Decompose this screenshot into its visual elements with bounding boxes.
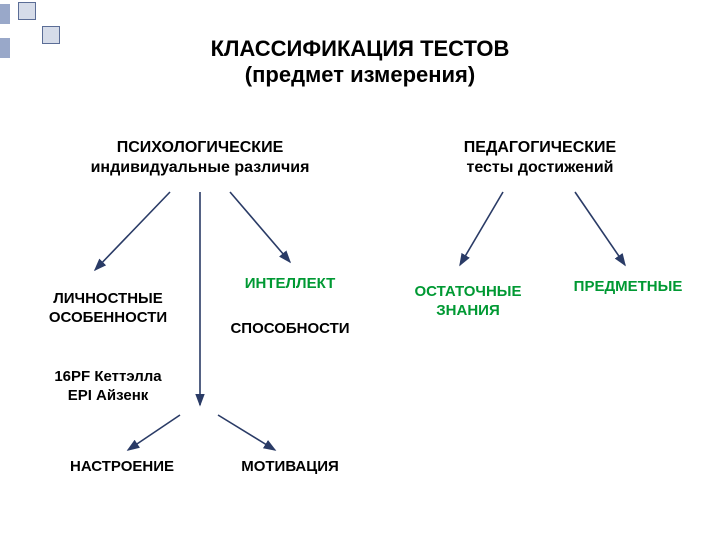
arrow — [230, 192, 290, 262]
node-16pf-epi: 16PF Кеттэлла EPI Айзенк — [0, 368, 228, 406]
arrow — [218, 415, 275, 450]
deco-bar-1 — [0, 4, 10, 24]
node-psychological: ПСИХОЛОГИЧЕСКИЕ индивидуальные различия — [80, 138, 320, 178]
arrow — [128, 415, 180, 450]
arrow — [95, 192, 170, 270]
node-motivation: МОТИВАЦИЯ — [170, 458, 410, 477]
node-subject-tests: ПРЕДМЕТНЫЕ — [508, 278, 720, 297]
slide-title-line1: КЛАССИФИКАЦИЯ ТЕСТОВ — [0, 36, 720, 62]
arrow — [575, 192, 625, 265]
node-pedagogical: ПЕДАГОГИЧЕСКИЕ тесты достижений — [420, 138, 660, 178]
node-abilities: СПОСОБНОСТИ — [170, 320, 410, 339]
arrow — [460, 192, 503, 265]
deco-square-1 — [18, 2, 36, 20]
slide-title-line2: (предмет измерения) — [0, 62, 720, 88]
